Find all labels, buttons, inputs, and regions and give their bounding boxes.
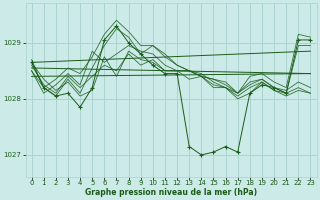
- X-axis label: Graphe pression niveau de la mer (hPa): Graphe pression niveau de la mer (hPa): [85, 188, 257, 197]
